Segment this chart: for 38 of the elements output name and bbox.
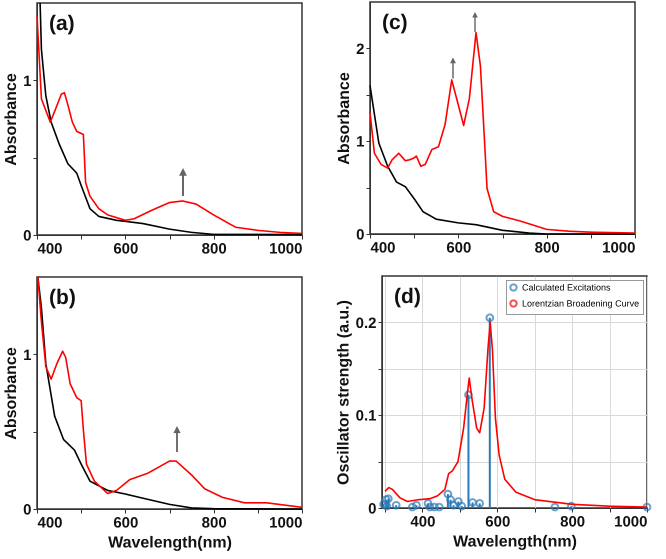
y-axis-title: Absorbance [3, 347, 20, 440]
x-tick-label: 400 [370, 240, 396, 256]
annotation: (b) [49, 286, 76, 309]
x-tick-label: 800 [202, 514, 227, 532]
y-tick-label: 1 [23, 72, 32, 90]
y-tick-label: 1 [356, 134, 364, 151]
legend-label: Lorentzian Broadening Curve [522, 298, 640, 308]
x-tick-label: 600 [113, 514, 138, 532]
y-tick-label: 2 [356, 40, 364, 58]
x-tick-label: 600 [113, 240, 138, 258]
y-axis-title: Oscillator strength (a.u.) [336, 300, 353, 485]
x-tick-label: 600 [446, 240, 472, 256]
x-tick-label: 400 [410, 514, 436, 530]
x-axis-title: Wavelength(nm) [108, 534, 232, 552]
x-tick-label: 1000 [269, 514, 302, 532]
y-axis-title: Absorbance [3, 73, 20, 166]
legend-label: Calculated Excitations [522, 282, 612, 292]
y-tick-label: 0.1 [356, 408, 376, 425]
x-tick-label: 1000 [614, 514, 648, 530]
x-axis-title: Wavelength(nm) [453, 534, 577, 550]
x-tick-label: 400 [38, 514, 63, 532]
y-tick-label: 0 [23, 502, 32, 518]
y-tick-label: 0 [356, 226, 364, 244]
x-tick-label: 400 [38, 240, 63, 258]
x-tick-label: 1000 [269, 240, 302, 258]
y-tick-label: 1 [23, 346, 32, 364]
x-tick-label: 600 [485, 514, 510, 530]
y-tick-label: 0.2 [356, 314, 376, 332]
x-tick-label: 1000 [602, 240, 636, 256]
x-tick-label: 800 [560, 514, 586, 530]
x-tick-label: 800 [534, 240, 560, 256]
y-axis-title: Absorbance [336, 72, 354, 165]
y-tick-label: 0 [368, 500, 376, 518]
y-tick-label: 0 [23, 228, 32, 244]
annotation: (a) [49, 12, 75, 35]
x-tick-label: 800 [202, 240, 227, 258]
annotation: (d) [394, 285, 421, 308]
annotation: (c) [382, 11, 408, 34]
